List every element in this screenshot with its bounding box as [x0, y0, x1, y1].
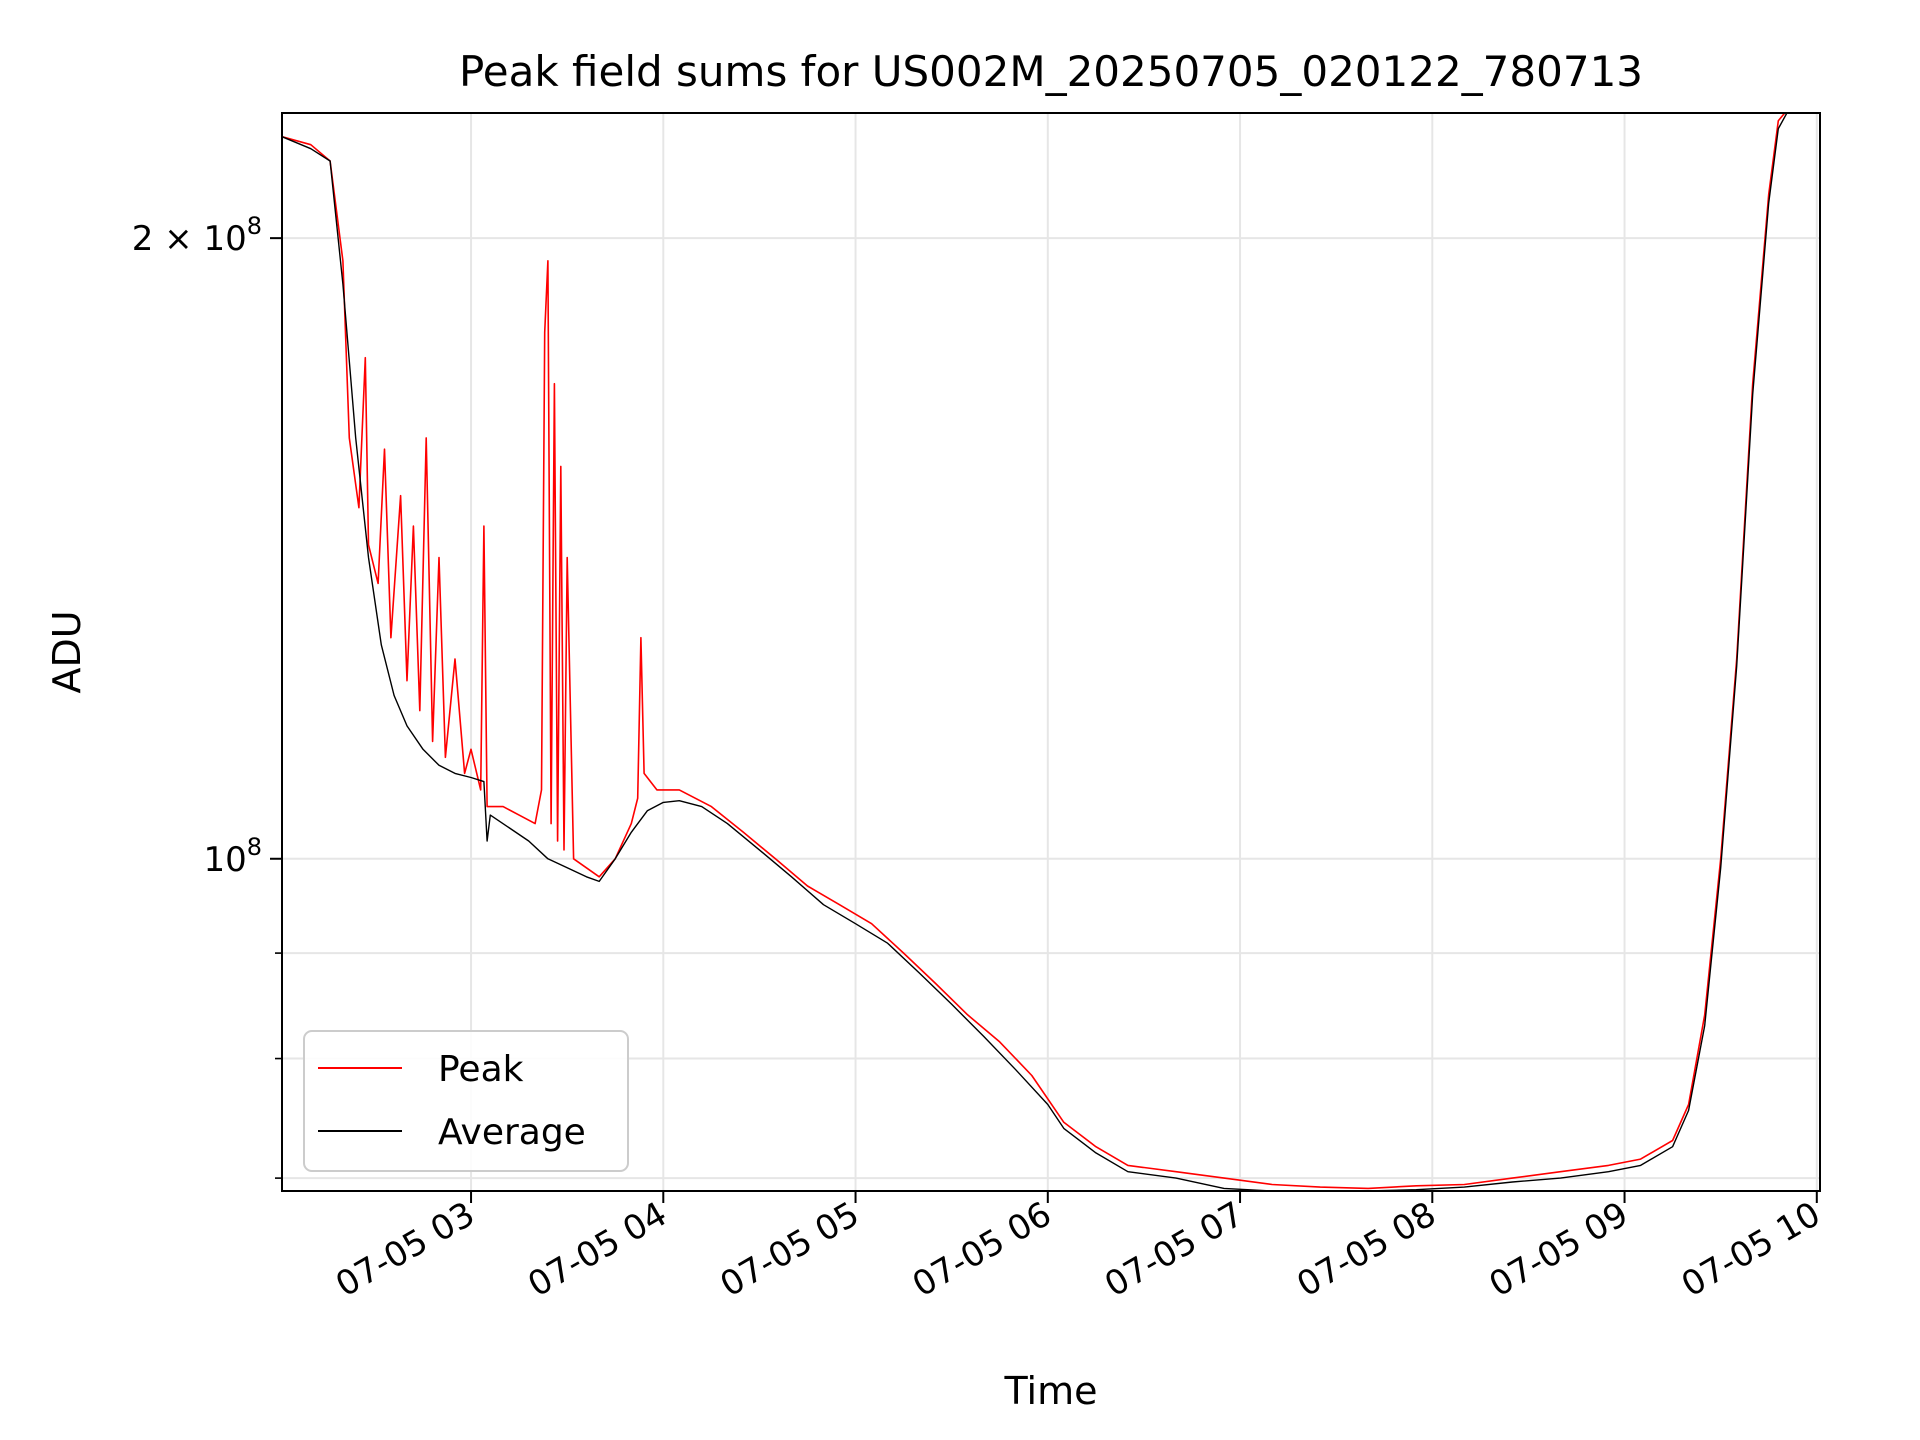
- series-line-average: [282, 113, 1788, 1191]
- legend-box: [303, 1030, 629, 1172]
- chart-title: Peak field sums for US002M_20250705_0201…: [459, 47, 1643, 96]
- y-axis-label: ADU: [45, 610, 89, 693]
- y-tick-label: 108: [203, 833, 262, 880]
- plot-frame: [281, 112, 1821, 1192]
- legend: Peak Average: [303, 1030, 629, 1172]
- y-tick-label: 2 × 108: [132, 212, 262, 259]
- x-axis-label: Time: [1004, 1369, 1098, 1413]
- legend-average-label: Average: [438, 1112, 586, 1153]
- series-group: [282, 113, 1788, 1191]
- legend-peak-label: Peak: [438, 1049, 524, 1090]
